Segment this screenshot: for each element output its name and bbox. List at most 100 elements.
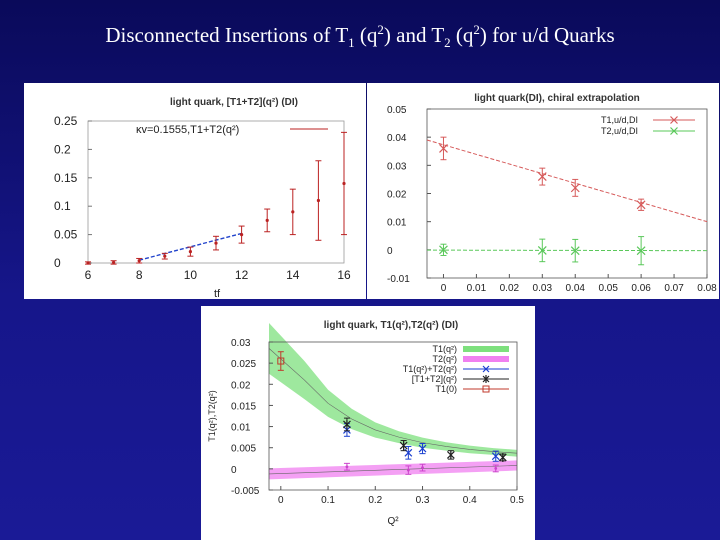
data-point: [163, 254, 167, 258]
x-tick-label: 0.08: [697, 283, 717, 294]
y-tick-label: 0.2: [54, 142, 71, 156]
legend-label: T1,u/d,DI: [601, 115, 638, 125]
legend-label: κv=0.1555,T1+T2(q²): [136, 124, 239, 136]
x-axis-label: Q²: [387, 516, 399, 527]
x-tick-label: 0.05: [598, 283, 618, 294]
chart-panel-tf: light quark, [T1+T2](q²) (DI) κv=0.1555,T…: [24, 83, 366, 299]
chart-q2-dependence: light quark, T1(q²),T2(q²) (DI) -0.005 0 0.…: [207, 320, 524, 527]
x-tick-label: 0.1: [321, 495, 335, 506]
chart-title: light quark(DI), chiral extrapolation: [474, 93, 640, 104]
combo-point-marker: [446, 450, 455, 460]
legend-marker: [482, 365, 490, 373]
y-tick-label: 0.015: [231, 401, 256, 412]
y-tick-label: 0.05: [387, 105, 407, 116]
x-tick-label: 0: [278, 495, 284, 506]
series-point-marker: [537, 245, 547, 255]
legend-label: T1(0): [435, 384, 457, 394]
y-tick-label: -0.005: [231, 486, 260, 497]
chart-title: light quark, [T1+T2](q²) (DI): [170, 97, 298, 108]
x-tick-label: 0.4: [463, 495, 477, 506]
y-tick-label: 0: [54, 256, 61, 270]
legend-marker: [482, 375, 490, 383]
series-point-marker: [439, 245, 448, 255]
chart-title: light quark, T1(q²),T2(q²) (DI): [324, 320, 458, 331]
chart-panel-q2: light quark, T1(q²),T2(q²) (DI) -0.005 0 0.…: [201, 306, 535, 540]
x-tick-label: 0.3: [416, 495, 430, 506]
sum-point-marker: [418, 444, 427, 453]
data-point: [291, 210, 295, 214]
y-tick-label: 0.1: [54, 199, 71, 213]
x-tick-label: 14: [286, 268, 300, 282]
legend-marker: [670, 127, 678, 135]
x-tick-label: 8: [136, 268, 143, 282]
t1-band-center: [268, 348, 518, 454]
x-tick-label: 0.5: [510, 495, 524, 506]
x-tick-label: 0.02: [500, 283, 520, 294]
data-point: [188, 250, 192, 254]
x-tick-label: 16: [337, 268, 351, 282]
data-point: [316, 198, 320, 203]
data-point: [214, 241, 218, 245]
t2-band-center: [268, 465, 518, 475]
x-tick-label: 0.07: [664, 283, 684, 294]
legend-swatch: [463, 346, 509, 352]
y-tick-label: 0.03: [387, 161, 407, 172]
x-tick-label: 0.2: [368, 495, 382, 506]
x-tick-label: 0.03: [533, 283, 553, 294]
y-tick-label: 0.005: [231, 444, 256, 455]
t2-point-marker: [345, 465, 349, 469]
y-tick-label: 0.01: [387, 218, 407, 229]
t2-point-marker: [494, 467, 498, 470]
t2-point-marker: [406, 468, 410, 472]
data-point: [265, 218, 269, 222]
combo-point-marker: [498, 452, 507, 462]
chart-tf-plateau: light quark, [T1+T2](q²) (DI) κv=0.1555,T…: [54, 97, 351, 299]
data-point: [86, 261, 90, 265]
series-point-marker: [570, 183, 580, 193]
series-point-marker: [636, 200, 646, 210]
y-tick-label: 0.01: [231, 423, 251, 434]
y-tick-label: 0.02: [231, 380, 251, 391]
data-point: [137, 259, 141, 263]
x-tick-label: 10: [184, 268, 198, 282]
y-tick-label: 0: [231, 465, 237, 476]
y-tick-label: 0.02: [387, 190, 407, 201]
y-tick-label: 0.03: [231, 338, 251, 349]
plot-frame: [268, 341, 518, 491]
t10-point-marker: [277, 357, 285, 365]
x-axis-label: tf: [214, 288, 221, 299]
fit-line-0: [426, 139, 708, 223]
y-tick-label: 0.04: [387, 133, 407, 144]
legend-label: T2(q²): [433, 354, 458, 364]
y-tick-label: 0.15: [54, 171, 78, 185]
y-tick-label: 0.025: [231, 359, 256, 370]
legend-marker: [670, 116, 678, 124]
x-tick-label: 0.06: [631, 283, 651, 294]
data-point: [342, 181, 346, 186]
legend-swatch: [463, 356, 509, 362]
x-tick-label: 0: [441, 283, 447, 294]
sum-point-marker: [491, 452, 500, 461]
t1-band: [269, 322, 517, 457]
t2-point-marker: [421, 466, 424, 469]
chart-panel-chiral: light quark(DI), chiral extrapolation -0.…: [367, 83, 719, 299]
plot-frame: [426, 108, 708, 279]
series-point-marker: [570, 246, 580, 256]
x-tick-label: 6: [85, 268, 92, 282]
x-tick-label: 0.01: [467, 283, 487, 294]
series-point-marker: [537, 172, 547, 182]
legend-label: T1(q²)+T2(q²): [403, 364, 457, 374]
legend-label: [T1+T2](q²): [412, 374, 457, 384]
data-point: [240, 233, 244, 237]
y-tick-label: 0.25: [54, 114, 78, 128]
y-tick-label: 0.05: [54, 228, 78, 242]
y-tick-label: 0: [387, 246, 393, 257]
x-tick-label: 0.04: [566, 283, 586, 294]
legend-label: T2,u/d,DI: [601, 126, 638, 136]
combo-point-marker: [399, 441, 408, 451]
y-axis-label: T1(q²),T2(q²): [207, 390, 217, 442]
data-point: [112, 260, 116, 265]
slide-title: Disconnected Insertions of T1 (q2) and T…: [105, 22, 615, 51]
series-point-marker: [439, 144, 448, 153]
y-tick-label: -0.01: [387, 274, 410, 285]
